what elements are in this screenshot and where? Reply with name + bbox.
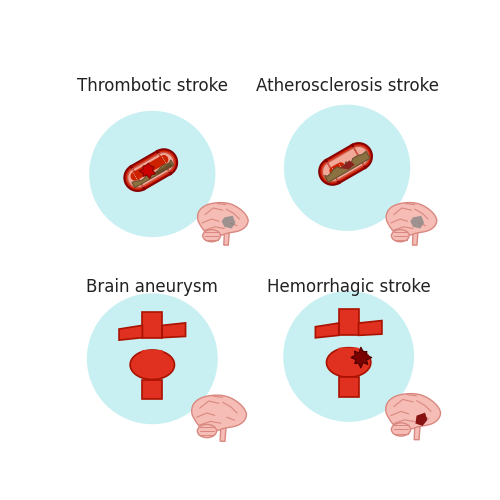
Polygon shape: [220, 426, 226, 441]
Polygon shape: [224, 231, 230, 245]
Circle shape: [87, 294, 218, 424]
Polygon shape: [340, 160, 354, 170]
Polygon shape: [339, 377, 358, 397]
Polygon shape: [137, 350, 168, 362]
Polygon shape: [132, 160, 174, 188]
Polygon shape: [333, 348, 364, 360]
Polygon shape: [338, 158, 406, 220]
Text: Hemorrhagic stroke: Hemorrhagic stroke: [267, 278, 430, 296]
Polygon shape: [143, 348, 212, 410]
Polygon shape: [119, 326, 142, 340]
Polygon shape: [351, 347, 372, 368]
Polygon shape: [386, 202, 437, 236]
Polygon shape: [358, 320, 382, 336]
Circle shape: [89, 111, 216, 237]
Circle shape: [283, 291, 414, 422]
Text: Brain aneurysm: Brain aneurysm: [86, 278, 218, 296]
Ellipse shape: [392, 423, 410, 436]
Polygon shape: [144, 163, 214, 222]
Polygon shape: [340, 346, 408, 408]
Polygon shape: [316, 323, 339, 338]
Polygon shape: [198, 202, 248, 236]
Polygon shape: [156, 162, 172, 175]
Polygon shape: [330, 162, 345, 175]
Polygon shape: [130, 350, 174, 380]
Polygon shape: [139, 163, 156, 178]
Polygon shape: [324, 152, 370, 182]
Polygon shape: [128, 152, 174, 188]
Ellipse shape: [203, 230, 220, 242]
Polygon shape: [410, 216, 424, 228]
Circle shape: [284, 104, 410, 231]
Polygon shape: [142, 312, 162, 338]
Polygon shape: [162, 323, 186, 338]
Text: Atherosclerosis stroke: Atherosclerosis stroke: [256, 77, 438, 95]
Polygon shape: [142, 380, 162, 400]
Polygon shape: [416, 412, 428, 426]
Polygon shape: [414, 424, 420, 440]
Ellipse shape: [198, 424, 216, 438]
Polygon shape: [326, 348, 371, 377]
Polygon shape: [412, 231, 418, 245]
Polygon shape: [222, 216, 235, 228]
Polygon shape: [339, 310, 358, 336]
Text: Thrombotic stroke: Thrombotic stroke: [77, 77, 228, 95]
Polygon shape: [130, 155, 168, 180]
Ellipse shape: [392, 230, 409, 242]
Polygon shape: [322, 146, 369, 182]
Polygon shape: [124, 150, 177, 191]
Polygon shape: [386, 394, 440, 430]
Polygon shape: [319, 143, 372, 185]
Polygon shape: [192, 395, 246, 432]
